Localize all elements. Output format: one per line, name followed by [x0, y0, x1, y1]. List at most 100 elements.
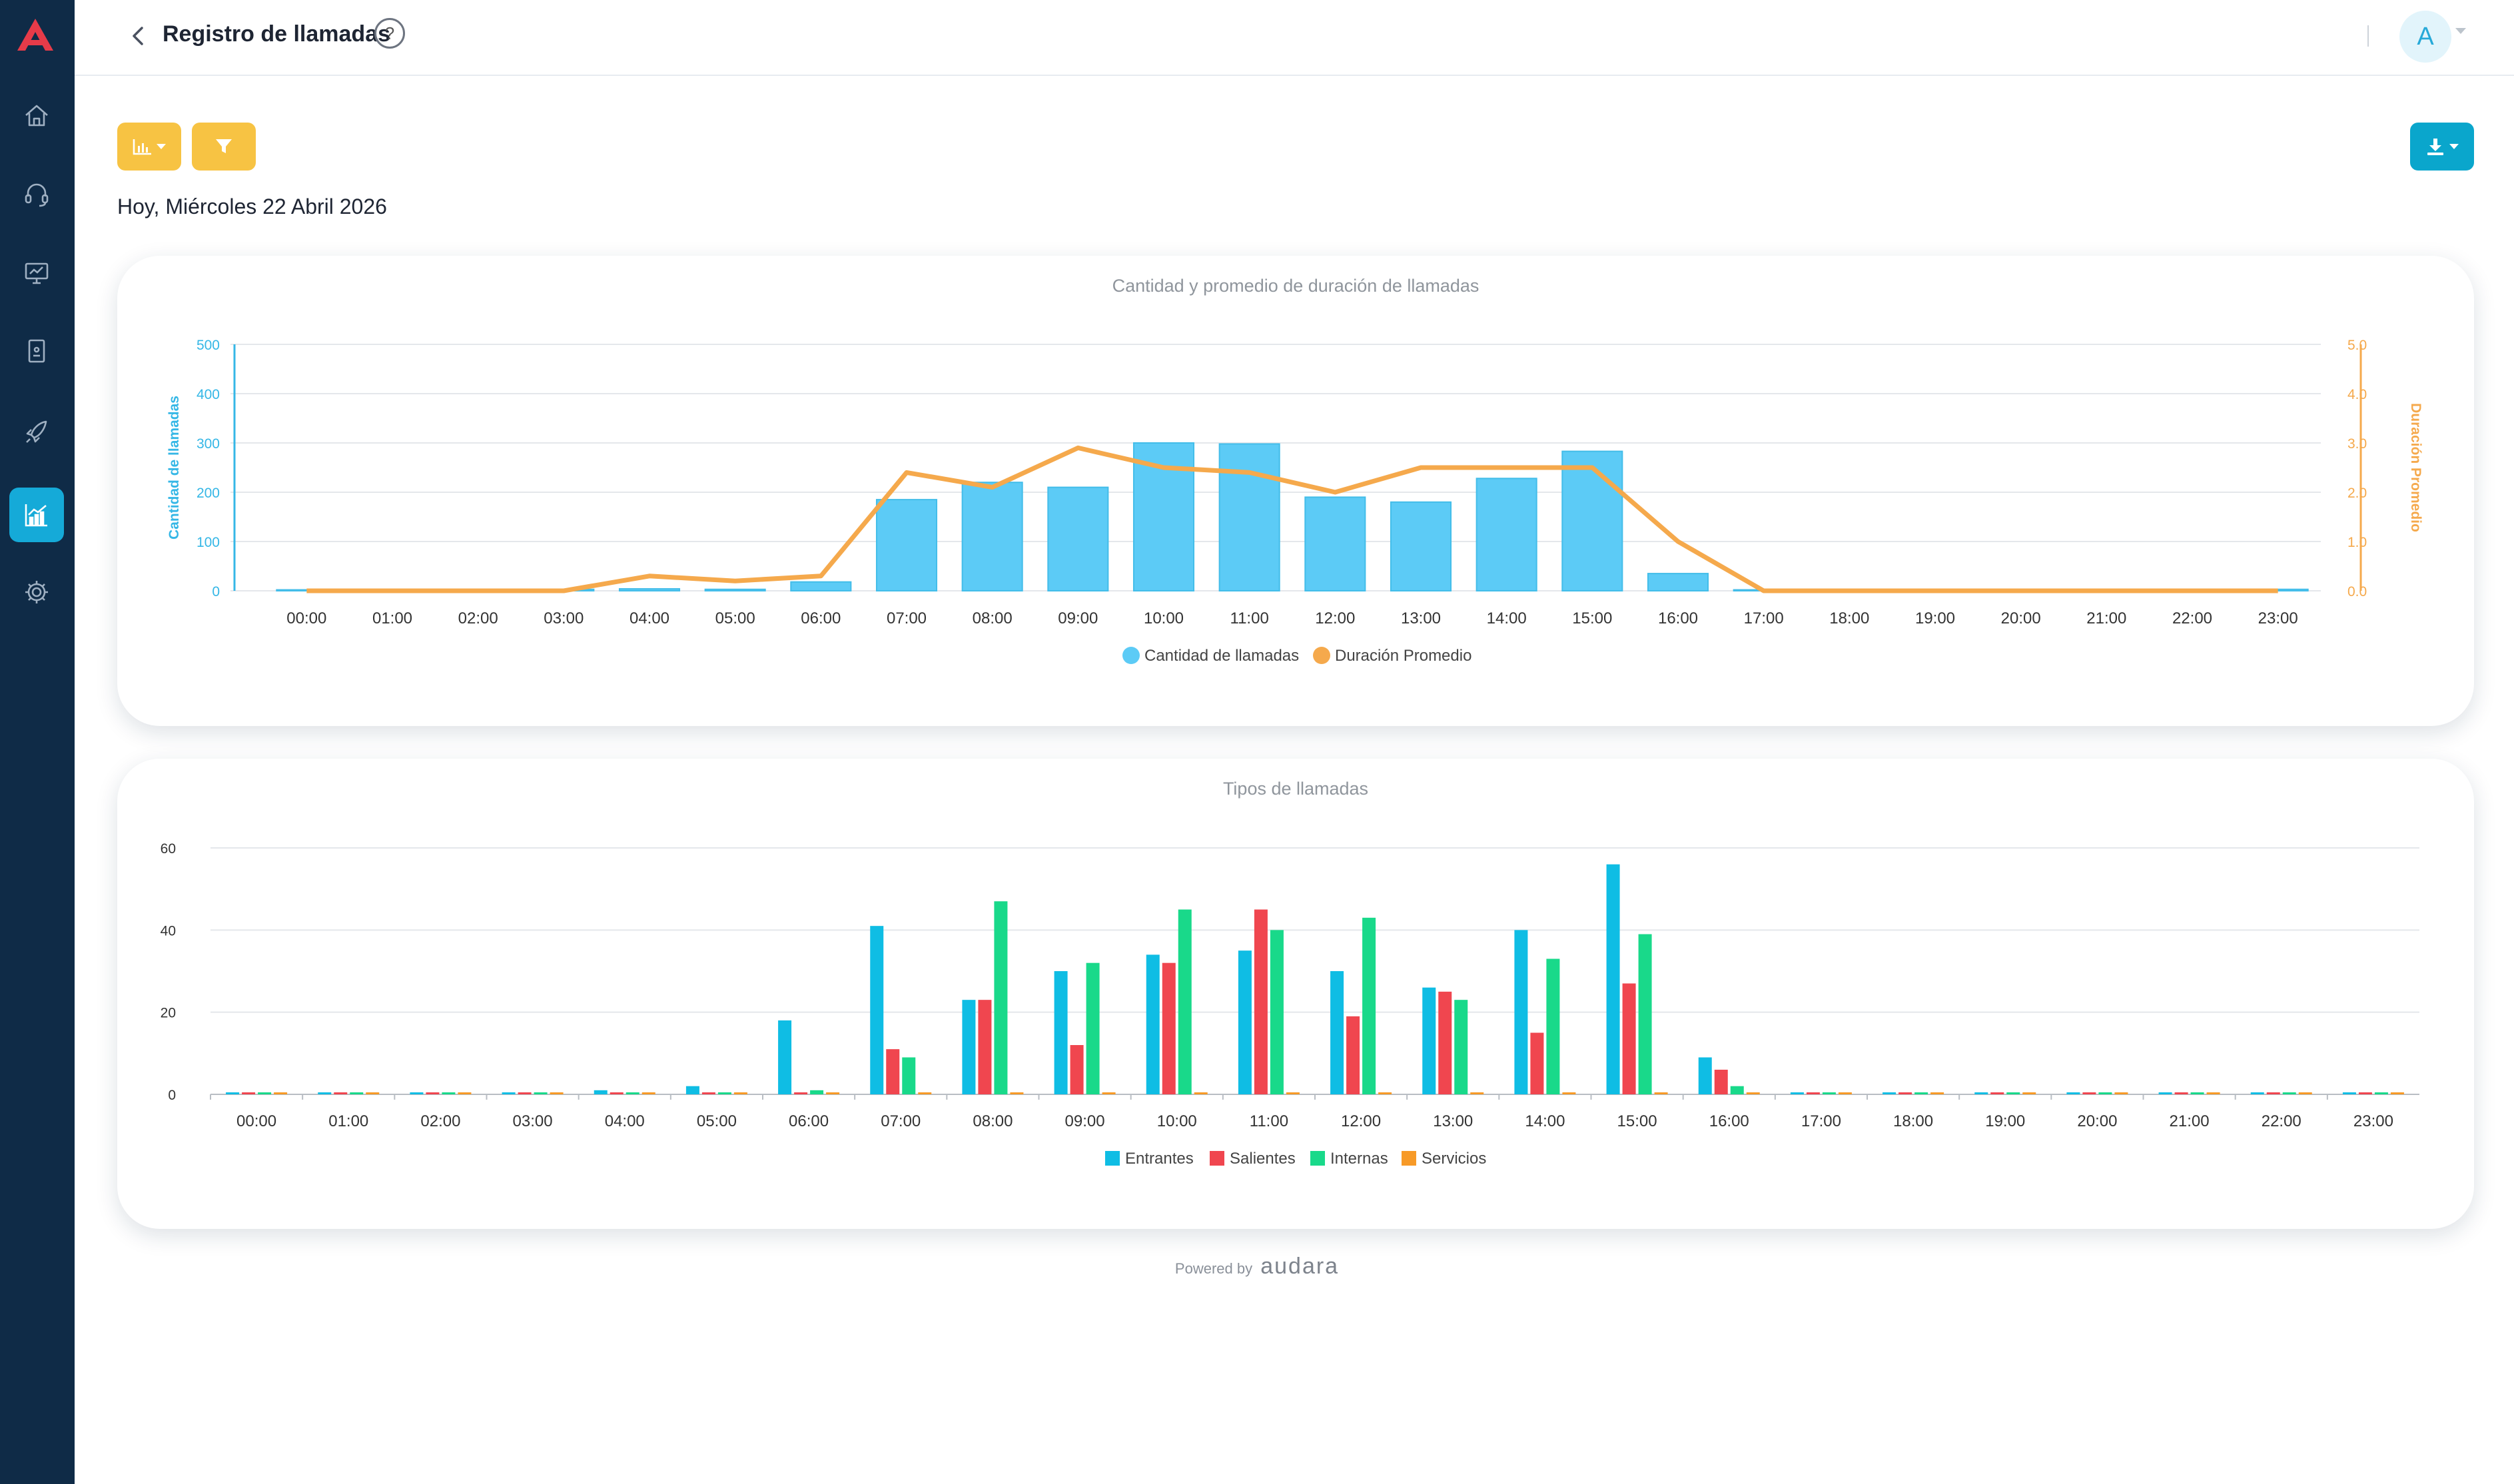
bar — [1218, 443, 1280, 592]
x-tick-label: 09:00 — [1065, 1112, 1105, 1130]
chart-title: Cantidad y promedio de duración de llama… — [1112, 276, 1479, 296]
bar — [1562, 1092, 1576, 1094]
x-tick-label: 17:00 — [1744, 609, 1784, 627]
bar — [442, 1092, 456, 1094]
powered-by-label: Powered by — [1174, 1260, 1253, 1277]
x-tick-label: 07:00 — [881, 1112, 921, 1130]
bar — [701, 1092, 715, 1094]
x-tick-label: 21:00 — [2086, 609, 2126, 627]
help-button[interactable]: ? — [374, 18, 405, 49]
bar — [2282, 1092, 2296, 1094]
x-tick-label: 22:00 — [2172, 609, 2212, 627]
x-tick-label: 23:00 — [2258, 609, 2298, 627]
bar — [875, 499, 938, 591]
document-icon — [28, 339, 45, 363]
bar — [1254, 909, 1268, 1094]
x-tick-label: 19:00 — [1915, 609, 1955, 627]
chevron-down-icon — [157, 144, 166, 149]
y2-tick-label: 5.0 — [2347, 338, 2367, 353]
legend-marker — [1402, 1151, 1416, 1166]
y2-tick-label: 1.0 — [2347, 535, 2367, 550]
bar — [1102, 1092, 1116, 1094]
bar — [594, 1090, 608, 1094]
legend-marker — [1310, 1151, 1325, 1166]
y2-tick-label: 0.0 — [2347, 584, 2367, 599]
nav-home[interactable] — [9, 88, 64, 143]
chevron-down-icon — [2449, 144, 2459, 149]
y-tick-label: 400 — [197, 387, 220, 402]
bar — [350, 1092, 364, 1094]
bar — [2066, 1092, 2080, 1094]
bar — [790, 581, 852, 591]
nav-monitor[interactable] — [9, 245, 64, 300]
x-tick-label: 01:00 — [372, 609, 412, 627]
nav-campaigns[interactable] — [9, 404, 64, 458]
x-tick-label: 06:00 — [801, 609, 841, 627]
bar — [1622, 983, 1636, 1094]
bar — [426, 1092, 440, 1094]
x-tick-label: 14:00 — [1525, 1112, 1565, 1130]
nav-contact-center[interactable] — [9, 167, 64, 221]
legend-label: Duración Promedio — [1335, 647, 1471, 665]
back-arrow-icon[interactable] — [125, 23, 152, 49]
bar — [458, 1092, 472, 1094]
bar — [978, 1000, 992, 1094]
bar — [1514, 930, 1528, 1094]
x-tick-label: 15:00 — [1617, 1112, 1657, 1130]
download-button[interactable] — [2410, 123, 2474, 171]
chart-type-button[interactable] — [117, 123, 181, 171]
x-tick-label: 08:00 — [973, 609, 1013, 627]
bar — [2190, 1092, 2204, 1094]
bar — [1438, 991, 1452, 1094]
x-tick-label: 20:00 — [2001, 609, 2041, 627]
bar — [1178, 909, 1192, 1094]
audara-logo-icon[interactable] — [15, 16, 56, 53]
bar — [618, 588, 681, 592]
user-avatar[interactable]: A — [2399, 11, 2451, 63]
x-tick-label: 16:00 — [1709, 1112, 1749, 1130]
download-icon — [2427, 139, 2443, 155]
rocket-icon — [26, 420, 47, 443]
legend-marker — [1210, 1151, 1224, 1166]
bar — [1654, 1092, 1668, 1094]
nav-settings[interactable] — [9, 565, 64, 619]
bar — [1304, 496, 1366, 591]
bar — [550, 1092, 564, 1094]
bar — [2006, 1092, 2020, 1094]
bar — [1698, 1057, 1712, 1094]
legend-label: Cantidad de llamadas — [1144, 647, 1299, 665]
y2-axis-title: Duración Promedio — [2408, 403, 2423, 532]
bar — [1638, 934, 1652, 1094]
nav-reports[interactable] — [9, 488, 64, 542]
legend-marker — [1122, 647, 1140, 664]
nav-documents[interactable] — [9, 324, 64, 378]
bar — [1286, 1092, 1300, 1094]
date-label: Hoy, Miércoles 22 Abril 2026 — [117, 194, 387, 218]
x-tick-label: 04:00 — [605, 1112, 645, 1130]
bar — [1714, 1070, 1728, 1094]
y2-tick-label: 2.0 — [2347, 486, 2367, 501]
x-tick-label: 12:00 — [1315, 609, 1355, 627]
bar — [778, 1020, 792, 1094]
legend-label: Salientes — [1230, 1150, 1296, 1168]
bar — [2158, 1092, 2172, 1094]
legend-marker — [1105, 1151, 1120, 1166]
chevron-down-icon[interactable] — [2455, 28, 2466, 34]
call-types-chart: Tipos de llamadas 0 20 40 60 00:00 01:00 02:00 0… — [161, 779, 2419, 1168]
bar — [2390, 1092, 2404, 1094]
bar — [1194, 1092, 1208, 1094]
filter-button[interactable] — [192, 123, 256, 171]
sidebar — [0, 0, 75, 1484]
bar — [2174, 1092, 2188, 1094]
legend-label: Servicios — [1422, 1150, 1486, 1168]
home-icon — [25, 105, 48, 127]
bar — [1146, 954, 1160, 1094]
bar — [2358, 1092, 2372, 1094]
bar — [2114, 1092, 2128, 1094]
bar — [258, 1092, 272, 1094]
x-tick-label: 05:00 — [697, 1112, 737, 1130]
x-tick-label: 02:00 — [458, 609, 498, 627]
x-tick-label: 02:00 — [420, 1112, 460, 1130]
bar — [641, 1092, 655, 1094]
x-tick-label: 22:00 — [2262, 1112, 2302, 1130]
